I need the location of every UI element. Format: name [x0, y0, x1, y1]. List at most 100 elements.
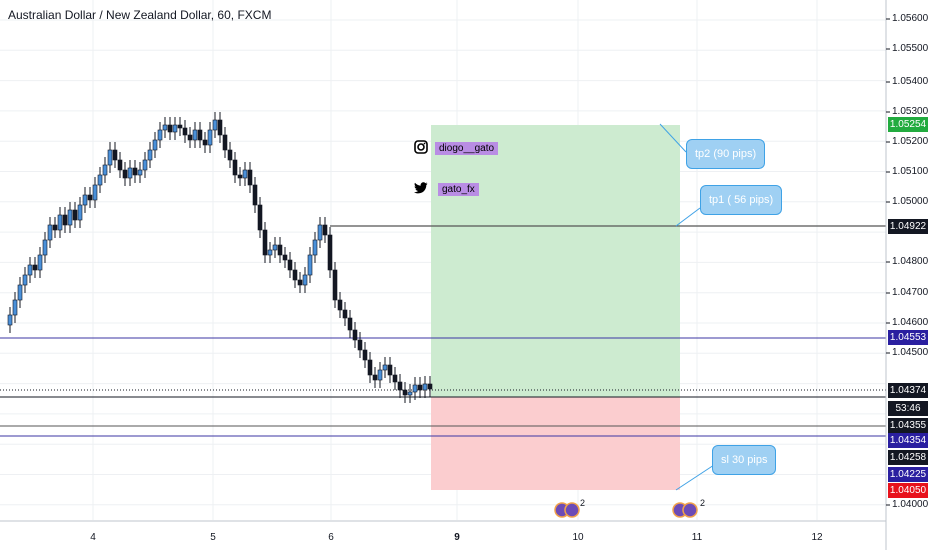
y-tick: 1.05200 [892, 136, 929, 147]
candle-body [272, 244, 278, 251]
candle-body [282, 254, 288, 261]
candle-body [47, 224, 53, 241]
candle-body [247, 169, 253, 186]
y-tick: 1.04800 [892, 256, 929, 267]
candle-body [237, 174, 243, 179]
candle-body [227, 149, 233, 161]
candle-body [122, 169, 128, 179]
candle-body [167, 124, 173, 133]
candle-body [57, 214, 63, 231]
candle-body [342, 309, 348, 319]
candle-body [102, 164, 108, 176]
sl-callout: sl 30 pips [712, 445, 777, 475]
candle-body [232, 159, 238, 176]
candle-body [67, 209, 73, 226]
tp2-callout: tp2 (90 pips) [686, 139, 766, 169]
x-tick: 10 [572, 532, 584, 543]
candle-body [197, 129, 203, 141]
candle-body [252, 184, 258, 206]
y-tick: 1.04600 [892, 317, 929, 328]
candle-body [312, 239, 318, 256]
x-tick: 4 [90, 532, 96, 543]
candle-body [157, 129, 163, 141]
candle-body [212, 119, 218, 131]
candle-body [302, 274, 308, 286]
twitter-handle: gato_fx [438, 183, 479, 196]
candle-body [332, 269, 338, 301]
candle-body [357, 339, 363, 351]
event-icon[interactable] [554, 500, 580, 520]
tp2-pointer [659, 123, 687, 153]
candle-body [132, 167, 138, 176]
tp1-pointer [675, 207, 701, 227]
candle-body [7, 314, 13, 326]
x-tick: 11 [691, 532, 703, 543]
price-label-entry: 1.04355 [888, 418, 928, 433]
candle-body [147, 149, 153, 161]
candle-body [72, 209, 78, 221]
x-tick: 9 [454, 532, 460, 543]
candle-body [362, 349, 368, 361]
candle-body [137, 169, 143, 176]
candle-body [177, 124, 183, 129]
y-tick: 1.05100 [892, 166, 929, 177]
candle-body [62, 214, 68, 226]
candle-body [417, 384, 423, 391]
candle-body [117, 159, 123, 171]
candle-body [242, 169, 248, 179]
candle-body [22, 274, 28, 286]
stop-zone [431, 397, 680, 490]
candle-body [97, 174, 103, 186]
candle-body [382, 364, 388, 371]
price-label-sl: 1.04050 [888, 483, 928, 498]
candle-body [127, 167, 133, 179]
candle-body [12, 299, 18, 316]
target-zone [431, 125, 680, 397]
candle-body [277, 244, 283, 256]
y-tick: 1.05500 [892, 43, 929, 54]
price-label-tp1: 1.04922 [888, 219, 928, 234]
event-icon[interactable] [672, 500, 698, 520]
candle-body [187, 134, 193, 141]
event-count: 2 [700, 498, 706, 508]
candle-body [82, 194, 88, 206]
candle-body [42, 239, 48, 256]
candle-body [52, 224, 58, 231]
candle-body [222, 134, 228, 151]
candle-body [372, 374, 378, 381]
candle-body [207, 129, 213, 146]
candle-body [17, 284, 23, 301]
twitter-icon [414, 182, 428, 200]
candle-body [287, 259, 293, 271]
candle-body [152, 139, 158, 151]
candle-body [402, 389, 408, 396]
y-tick: 1.04500 [892, 347, 929, 358]
candle-body [322, 224, 328, 236]
candle-body [412, 384, 418, 393]
candle-body [172, 124, 178, 133]
candle-body [367, 359, 373, 376]
candle-body [32, 264, 38, 271]
candle-body [262, 229, 268, 256]
price-label-level: 1.04354 [888, 433, 928, 448]
candle-body [387, 364, 393, 376]
candle-body [317, 224, 323, 241]
candle-body [327, 234, 333, 271]
y-tick: 1.04000 [892, 499, 929, 510]
candle-body [92, 184, 98, 201]
sl-pointer [675, 464, 715, 491]
candle-body [202, 139, 208, 146]
candle-body [87, 194, 93, 201]
candle-body [347, 317, 353, 331]
candle-body [337, 299, 343, 311]
candle-body [422, 383, 428, 391]
candle-body [142, 159, 148, 171]
candle-body [267, 249, 273, 256]
candle-body [392, 374, 398, 383]
candle-body [27, 264, 33, 276]
candle-body [192, 129, 198, 141]
price-label-tp2: 1.05254 [888, 117, 928, 132]
x-tick: 12 [811, 532, 823, 543]
candle-body [107, 149, 113, 166]
